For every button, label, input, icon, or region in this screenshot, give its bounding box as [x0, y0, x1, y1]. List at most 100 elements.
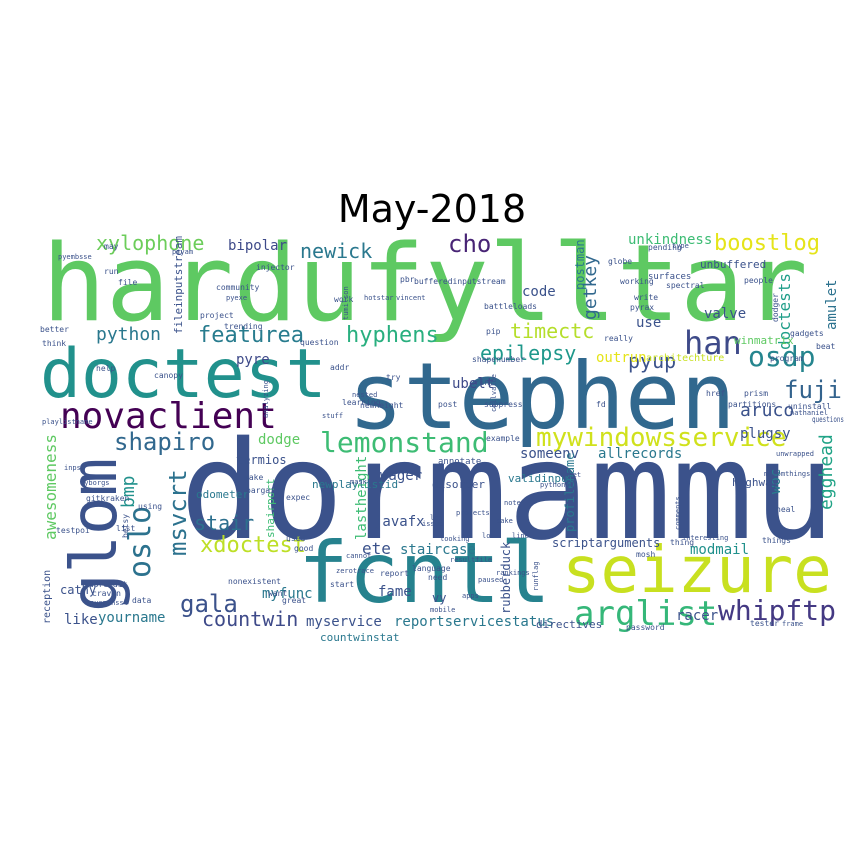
cloud-word: help [96, 364, 115, 373]
cloud-word: working [620, 277, 654, 286]
cloud-word: disorder [432, 478, 485, 491]
cloud-word: cake [496, 517, 513, 525]
cloud-word: termios [236, 453, 287, 467]
cloud-word: note [504, 499, 521, 507]
cloud-word: countwin [202, 607, 298, 631]
cloud-word: postman [573, 239, 587, 290]
cloud-word: frame [782, 620, 803, 628]
cloud-word: xylophone [96, 231, 204, 255]
cloud-word: bmp [118, 475, 139, 508]
cloud-word: battleloads [484, 302, 537, 311]
cloud-word: dodge [258, 432, 300, 448]
cloud-word: log [430, 514, 443, 522]
cloud-word: arglist [574, 594, 717, 634]
cloud-word: unkindness [628, 232, 712, 248]
cloud-word: testpoi [56, 526, 90, 535]
cloud-word: think [42, 339, 66, 348]
cloud-word: pyembsse [58, 253, 92, 261]
cloud-word: novaclient [60, 396, 277, 437]
cloud-word: run [104, 267, 119, 276]
cloud-word: nested [352, 391, 377, 399]
cloud-word: shapenumber [472, 355, 525, 364]
cloud-word: vincent [396, 294, 426, 302]
cloud-word: hardufylltar [42, 222, 808, 345]
cloud-word: beat [816, 342, 835, 351]
cloud-word: pythonic [540, 481, 574, 489]
cloud-word: odometer [196, 488, 249, 501]
cloud-word: trending [224, 322, 263, 331]
cloud-word: rubberduck [499, 541, 513, 614]
cloud-word: myfunc [262, 586, 313, 602]
cloud-word: epilepsy [480, 341, 576, 365]
cloud-word: addr [330, 363, 349, 372]
cloud-word: uninstall [788, 402, 832, 411]
cloud-word: spectral [666, 281, 705, 290]
cloud-word: mask [350, 478, 368, 486]
cloud-word: surfaces [648, 272, 691, 282]
cloud-word: craven [92, 589, 121, 598]
cloud-word: need [428, 573, 447, 582]
cloud-word: getkey [580, 255, 601, 320]
cloud-word: allrecords [598, 446, 682, 462]
cloud-word: featurea [198, 323, 304, 348]
cloud-word: mobile [430, 606, 455, 614]
cloud-word: staircase [400, 542, 476, 558]
cloud-word: ubelt [452, 376, 494, 392]
cloud-word: pyopenssl [90, 599, 128, 607]
cloud-word: great [282, 596, 306, 605]
cloud-word: lol [482, 532, 495, 540]
cloud-word: write [634, 293, 658, 302]
cloud-word: apps [462, 592, 479, 600]
cloud-word: someenv [520, 446, 579, 462]
cloud-word: lemonstand [320, 426, 489, 459]
cloud-word: fileinputstream [172, 236, 185, 334]
cloud-word: reception [42, 570, 53, 624]
cloud-word: mfromthings [764, 470, 810, 478]
cloud-word: msvcrt [164, 469, 192, 556]
cloud-word: pyexe [226, 294, 247, 302]
cloud-word: hotstar [364, 294, 394, 302]
cloud-word: globe [608, 257, 632, 266]
cloud-word: start [330, 580, 354, 589]
cloud-word: python [96, 324, 161, 345]
cloud-word: code [522, 284, 556, 300]
cloud-word: suppress [484, 400, 523, 409]
cloud-word: timectc [510, 319, 594, 343]
cloud-word: may [104, 242, 119, 251]
cloud-word: type [672, 242, 689, 250]
cloud-word: vy [432, 591, 446, 605]
cloud-word: oslo [123, 506, 158, 578]
cloud-word: han [684, 324, 742, 362]
cloud-word: rankings [496, 569, 530, 577]
cloud-word: stephen [348, 343, 736, 450]
cloud-word: annotate [438, 457, 481, 467]
cloud-word: valve [704, 306, 746, 322]
cloud-word: scriptarguments [552, 536, 660, 550]
cloud-word: used [286, 534, 305, 543]
cloud-word: unbuffered [700, 258, 766, 271]
cloud-word: heal [776, 505, 795, 514]
cloud-word: highway [732, 476, 779, 489]
cloud-word: osdp [748, 340, 815, 373]
cloud-word: directives [536, 618, 602, 631]
cloud-word: modmail [690, 542, 749, 558]
cloud-word: doctests [775, 273, 794, 350]
cloud-word: file [118, 278, 137, 287]
cloud-word: thing [670, 538, 694, 547]
cloud-word: cho [448, 230, 491, 258]
cloud-word: paused [478, 576, 503, 584]
cloud-word: architechture [646, 353, 724, 364]
cloud-word: questions [812, 415, 844, 424]
cloud-word: question [300, 338, 339, 347]
cloud-word: program [770, 354, 804, 363]
cloud-word: resultfile [450, 556, 492, 564]
cloud-word: myservice [306, 614, 382, 630]
cloud-word: data [132, 596, 151, 605]
cloud-word: href [706, 389, 725, 398]
cloud-word: nathaniel [790, 409, 828, 417]
cloud-word: line [512, 532, 529, 540]
cloud-word: issue [422, 520, 443, 528]
cloud-word: interesting [682, 534, 728, 542]
cloud-word: winmatrix [734, 334, 794, 347]
